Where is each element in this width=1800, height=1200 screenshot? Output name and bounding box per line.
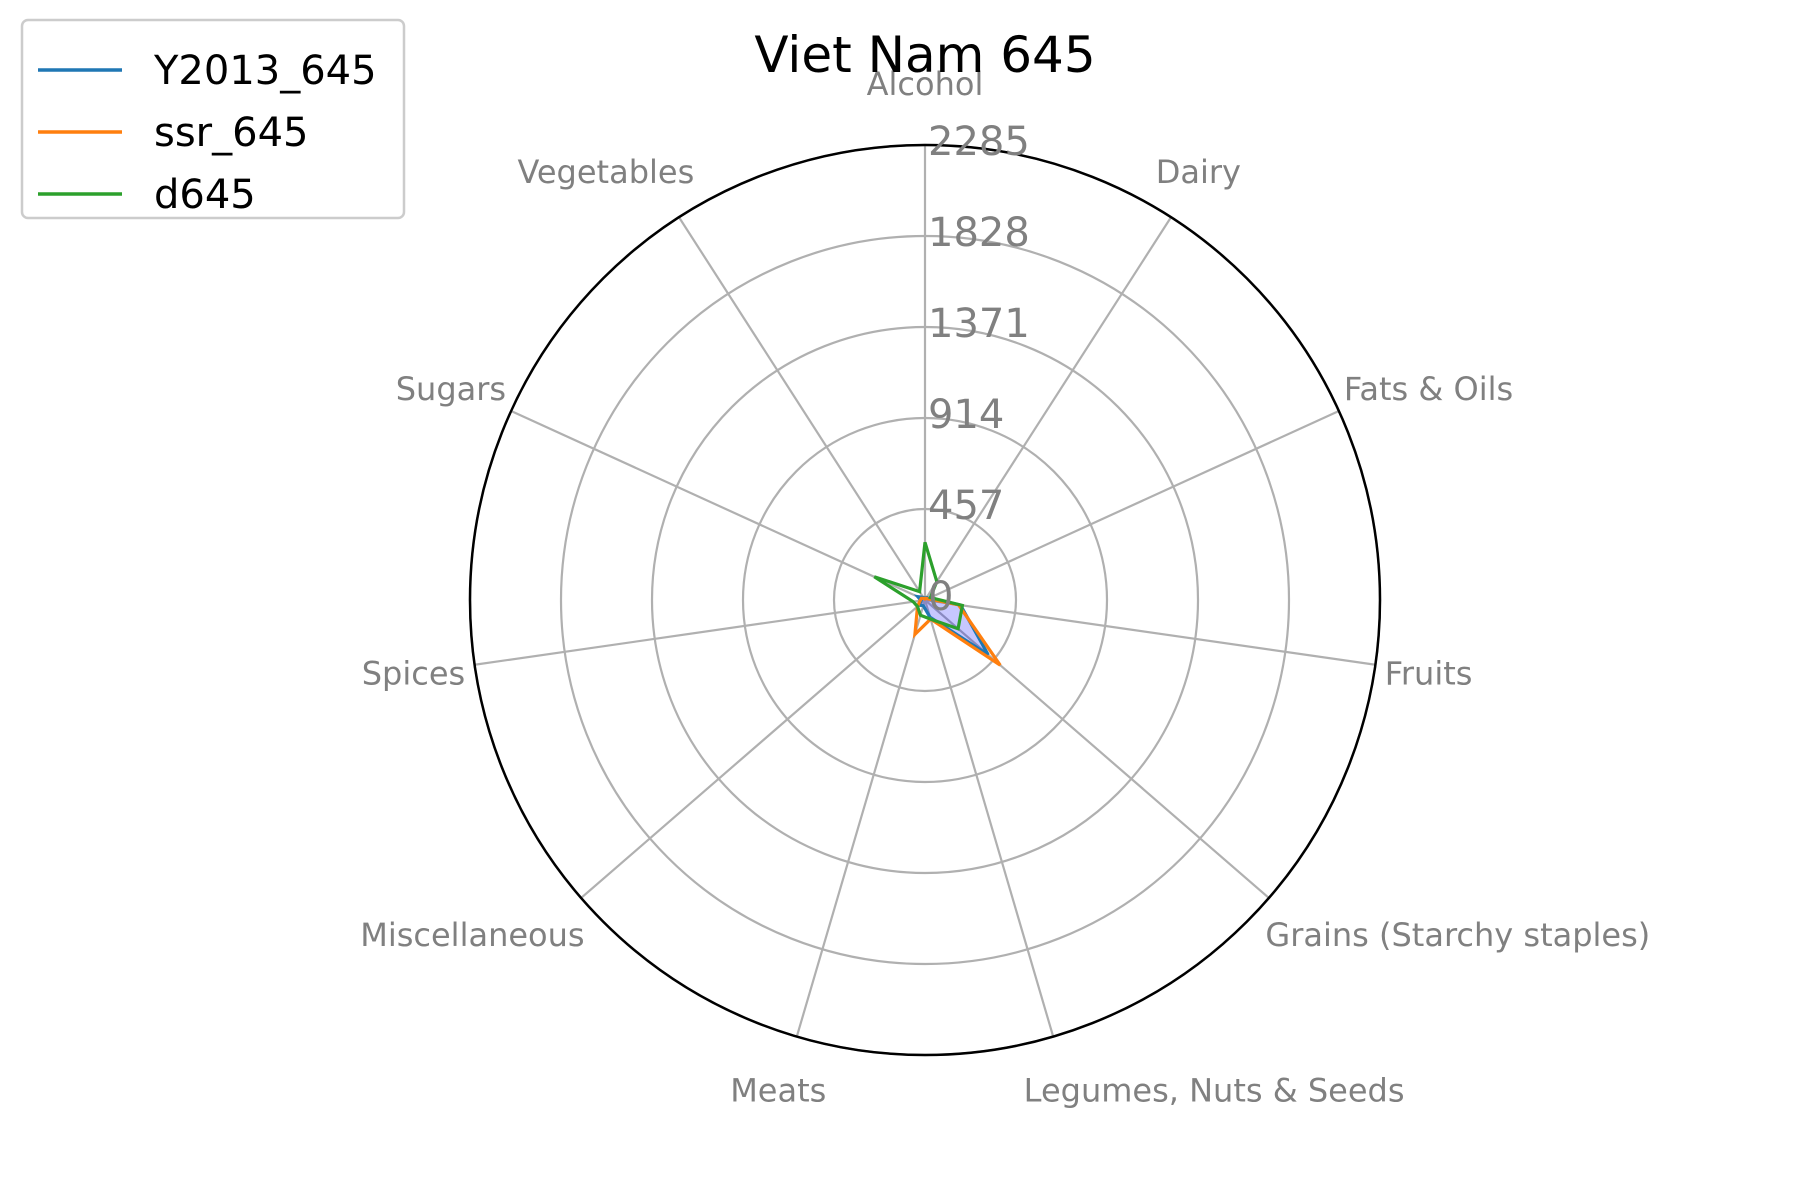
grid-spoke	[580, 599, 926, 899]
category-label: Grains (Starchy staples)	[1265, 916, 1650, 954]
category-label: Fruits	[1385, 655, 1473, 693]
category-label: Miscellaneous	[360, 916, 584, 954]
grid-spoke	[474, 598, 926, 666]
legend-entry: Y2013_645	[153, 48, 377, 94]
legend-entry: d645	[154, 172, 256, 218]
category-label: Dairy	[1156, 153, 1241, 191]
category-label: Legumes, Nuts & Seeds	[1024, 1071, 1405, 1109]
category-label: Spices	[362, 655, 465, 693]
r-tick-label: 914	[928, 392, 1004, 438]
category-label: Sugars	[396, 370, 506, 408]
grid-spoke	[924, 598, 1376, 666]
r-tick-label: 1828	[928, 210, 1030, 256]
grid-spoke	[678, 216, 926, 601]
r-tick-label: 2285	[928, 119, 1030, 165]
label-layer: 0 457 914 1371 1828 2285 Alcohol Dairy Fats & Oi…	[360, 65, 1650, 1109]
series-line-d645	[873, 541, 965, 631]
legend-entry: ssr_645	[154, 110, 308, 156]
grid-spoke	[923, 599, 1055, 1037]
r-tick-label: 457	[928, 483, 1004, 529]
grid-spoke	[510, 409, 926, 602]
series-line-ssr_645	[912, 596, 1002, 667]
series-layer	[873, 541, 1002, 667]
chart-title: Viet Nam 645	[754, 26, 1095, 84]
category-label: Fats & Oils	[1344, 370, 1513, 408]
polar-frame	[468, 143, 1382, 1057]
grid-spoke	[795, 599, 927, 1037]
r-tick-label: 0	[928, 574, 953, 620]
grid-spoke	[924, 409, 1340, 602]
category-label: Vegetables	[517, 153, 694, 191]
category-label: Alcohol	[867, 65, 984, 103]
grid-layer	[468, 143, 1382, 1057]
category-label: Meats	[730, 1071, 826, 1109]
grid-spoke	[924, 216, 1172, 601]
legend: Y2013_645 ssr_645 d645	[20, 18, 406, 220]
r-tick-label: 1371	[928, 301, 1030, 347]
